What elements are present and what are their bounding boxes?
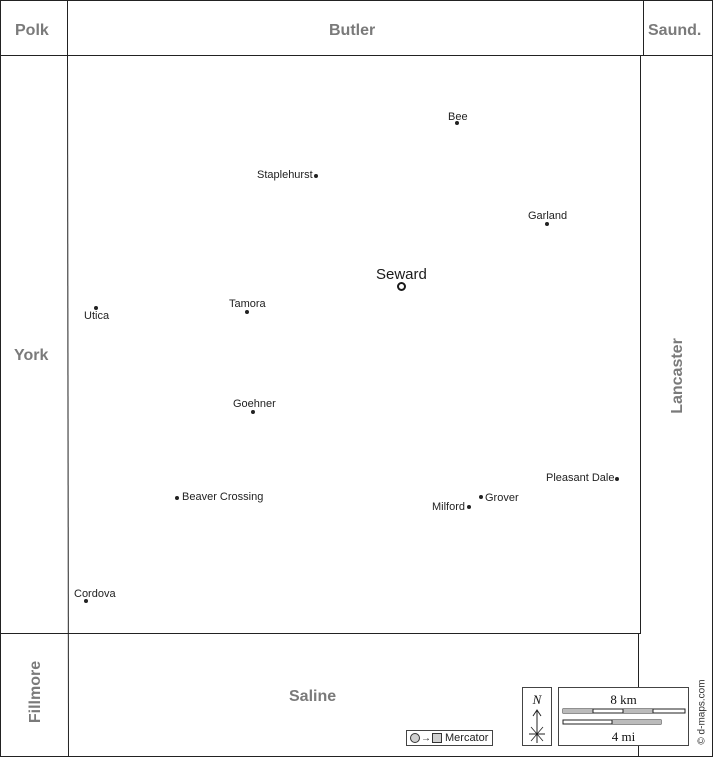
projection-label: Mercator [445, 732, 489, 744]
compass-icon [529, 709, 545, 743]
milford-label: Milford [432, 501, 466, 513]
north-label: N [532, 692, 542, 707]
border-west [67, 54, 69, 757]
scale-bar: 8 km 4 mi [558, 687, 689, 746]
county-label-polk: Polk [15, 22, 49, 39]
county-label-fillmore: Fillmore [27, 660, 44, 724]
garland-marker-icon [545, 222, 549, 226]
seward-label: Seward [376, 266, 427, 283]
goehner-label: Goehner [233, 398, 276, 410]
pleasant-dale-marker-icon [615, 477, 619, 481]
credit-text: © d-maps.com [696, 679, 708, 745]
pleasant-dale-label: Pleasant Dale [546, 472, 615, 484]
milford-marker-icon [467, 505, 471, 509]
globe-icon [410, 733, 420, 743]
garland-label: Garland [528, 210, 568, 222]
bee-label: Bee [448, 111, 468, 123]
grover-label: Grover [485, 492, 519, 504]
staplehurst-label: Staplehurst [257, 169, 313, 181]
beaver-crossing-marker-icon [175, 496, 179, 500]
scale-bar-graphic [562, 708, 686, 725]
scale-mi-label: 4 mi [611, 729, 636, 744]
goehner-marker-icon [251, 410, 255, 414]
county-label-saunders: Saund. [648, 22, 702, 39]
county-label-lancaster: Lancaster [669, 338, 686, 414]
tamora-label: Tamora [229, 298, 266, 310]
tamora-marker-icon [245, 310, 249, 314]
projection-legend: → Mercator [406, 730, 493, 746]
seward-marker-icon [397, 282, 406, 291]
utica-marker-icon [94, 306, 98, 310]
staplehurst-marker-icon [314, 174, 318, 178]
scale-km-label: 8 km [610, 692, 637, 707]
county-label-saline: Saline [289, 688, 337, 705]
flat-map-icon [432, 733, 442, 743]
cordova-marker-icon [84, 599, 88, 603]
county-label-york: York [14, 347, 49, 364]
cordova-label: Cordova [74, 588, 116, 600]
north-arrow: N [522, 687, 552, 746]
bee-marker-icon [455, 121, 459, 125]
beaver-crossing-label: Beaver Crossing [182, 491, 264, 503]
utica-label: Utica [84, 310, 110, 322]
county-label-butler: Butler [329, 22, 376, 39]
arrow-icon: → [421, 732, 431, 744]
grover-marker-icon [479, 495, 483, 499]
